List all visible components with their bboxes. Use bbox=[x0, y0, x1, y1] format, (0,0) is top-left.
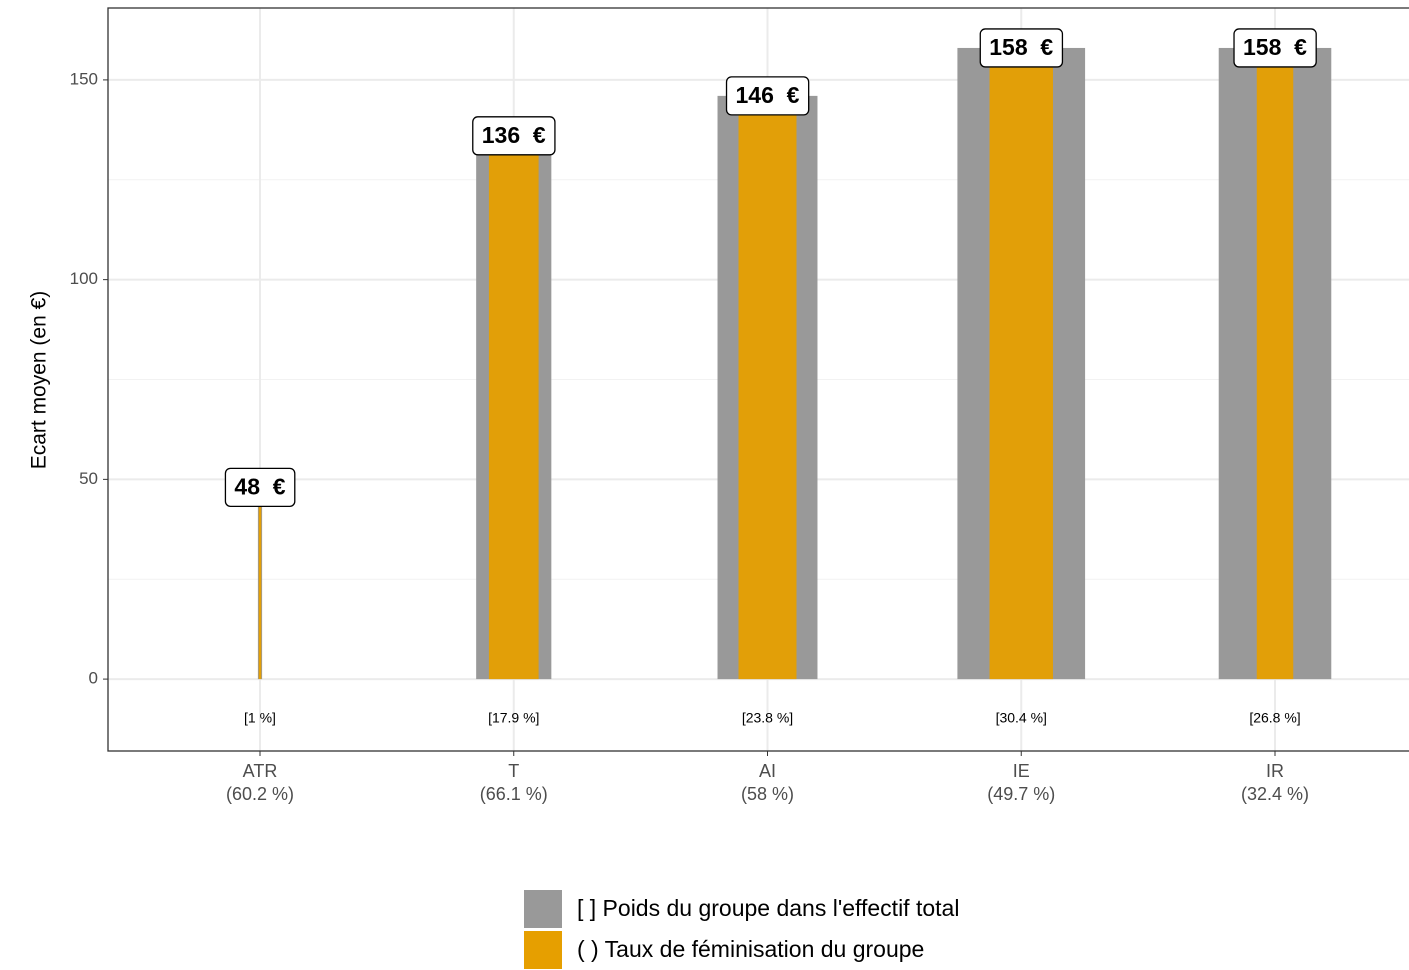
y-tick-label: 100 bbox=[70, 269, 98, 288]
legend-label: ( ) Taux de féminisation du groupe bbox=[577, 936, 924, 962]
x-tick-label: IR bbox=[1266, 761, 1284, 781]
bar-feminization bbox=[989, 47, 1053, 680]
weight-label: [17.9 %] bbox=[488, 710, 539, 726]
bar-feminization bbox=[738, 95, 797, 680]
value-label: 146 € bbox=[736, 82, 800, 108]
legend-swatch bbox=[524, 931, 562, 969]
x-tick-label: T bbox=[508, 761, 519, 781]
weight-label: [30.4 %] bbox=[996, 710, 1047, 726]
value-label-group: 158 € bbox=[979, 28, 1064, 68]
y-tick-label: 150 bbox=[70, 69, 98, 88]
y-axis-title: Ecart moyen (en €) bbox=[28, 291, 51, 470]
x-tick-sublabel: (32.4 %) bbox=[1241, 784, 1309, 804]
x-tick-sublabel: (49.7 %) bbox=[987, 784, 1055, 804]
x-tick-label: AI bbox=[759, 761, 776, 781]
bar-feminization bbox=[488, 135, 539, 680]
legend-swatch bbox=[524, 890, 562, 928]
x-tick-sublabel: (66.1 %) bbox=[480, 784, 548, 804]
y-tick-label: 0 bbox=[89, 669, 98, 688]
x-tick-sublabel: (60.2 %) bbox=[226, 784, 294, 804]
legend-label: [ ] Poids du groupe dans l'effectif tota… bbox=[577, 895, 959, 921]
x-tick-label: IE bbox=[1013, 761, 1030, 781]
value-label: 48 € bbox=[234, 473, 285, 499]
value-label-group: 146 € bbox=[725, 76, 810, 116]
value-label: 136 € bbox=[482, 122, 546, 148]
value-label: 158 € bbox=[1243, 34, 1307, 60]
value-label-group: 158 € bbox=[1233, 28, 1317, 68]
value-label-box bbox=[1233, 28, 1317, 68]
bar-feminization bbox=[258, 487, 262, 680]
value-label-group: 48 € bbox=[224, 467, 296, 508]
x-tick-sublabel: (58 %) bbox=[741, 784, 794, 804]
value-label-box bbox=[979, 28, 1064, 68]
plot-border bbox=[107, 7, 1409, 752]
x-tick-label: ATR bbox=[243, 761, 278, 781]
bar-feminization bbox=[1256, 47, 1294, 680]
value-label-box bbox=[224, 467, 296, 508]
value-label-group: 136 € bbox=[472, 116, 556, 156]
weight-label: [26.8 %] bbox=[1249, 710, 1300, 726]
value-label: 158 € bbox=[989, 34, 1053, 60]
value-label-box bbox=[472, 116, 556, 156]
value-label-box bbox=[725, 76, 810, 116]
weight-label: [1 %] bbox=[244, 710, 276, 726]
weight-label: [23.8 %] bbox=[742, 710, 793, 726]
y-tick-label: 50 bbox=[79, 469, 98, 488]
